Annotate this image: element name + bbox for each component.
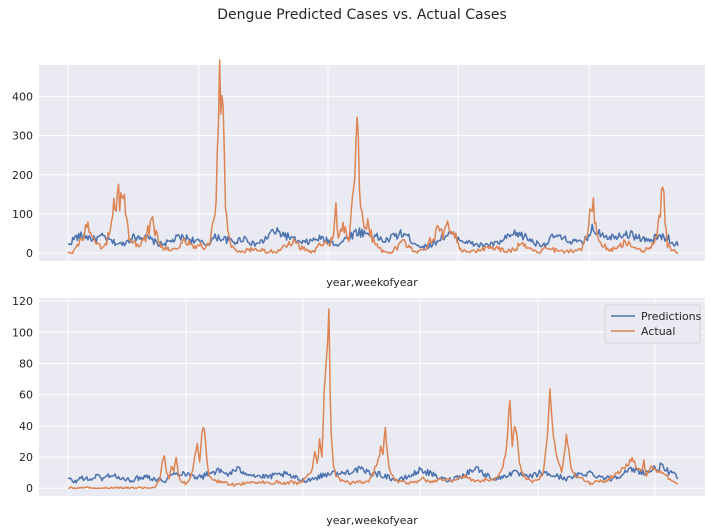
y-tick-label: 100 (12, 208, 33, 221)
top-chart-series (67, 59, 679, 254)
y-tick-label: 60 (19, 389, 33, 402)
top-chart-x-label: year,weekofyear (326, 276, 418, 289)
y-tick-label: 0 (26, 482, 33, 495)
y-tick-label: 300 (12, 130, 33, 143)
bottom-chart-x-label: year,weekofyear (326, 514, 418, 527)
legend-box (604, 304, 701, 344)
y-tick-label: 20 (19, 451, 33, 464)
legend-actual-label: Actual (641, 325, 675, 338)
bottom-chart-plot-area (39, 298, 705, 496)
bottom-chart-legend: Predictions Actual (604, 304, 702, 344)
legend-predictions-label: Predictions (641, 310, 702, 323)
series-line-actual (68, 308, 679, 489)
y-tick-label: 80 (19, 357, 33, 370)
top-chart-y-ticks: 0 100 200 300 400 (12, 90, 33, 260)
top-chart-panel: 0 100 200 300 400 year,weekofyear (12, 59, 705, 289)
y-tick-label: 120 (12, 295, 33, 308)
y-tick-label: 100 (12, 326, 33, 339)
bottom-chart-y-ticks: 0 20 40 60 80 100 120 (12, 295, 33, 495)
bottom-chart-series (67, 308, 679, 489)
y-tick-label: 0 (26, 247, 33, 260)
bottom-chart-panel: 0 20 40 60 80 100 120 year,weekofyear Predicti… (12, 295, 705, 527)
y-tick-label: 200 (12, 169, 33, 182)
figure-title: Dengue Predicted Cases vs. Actual Cases (217, 7, 507, 23)
y-tick-label: 40 (19, 420, 33, 433)
y-tick-label: 400 (12, 90, 33, 103)
series-line-actual (67, 59, 679, 254)
